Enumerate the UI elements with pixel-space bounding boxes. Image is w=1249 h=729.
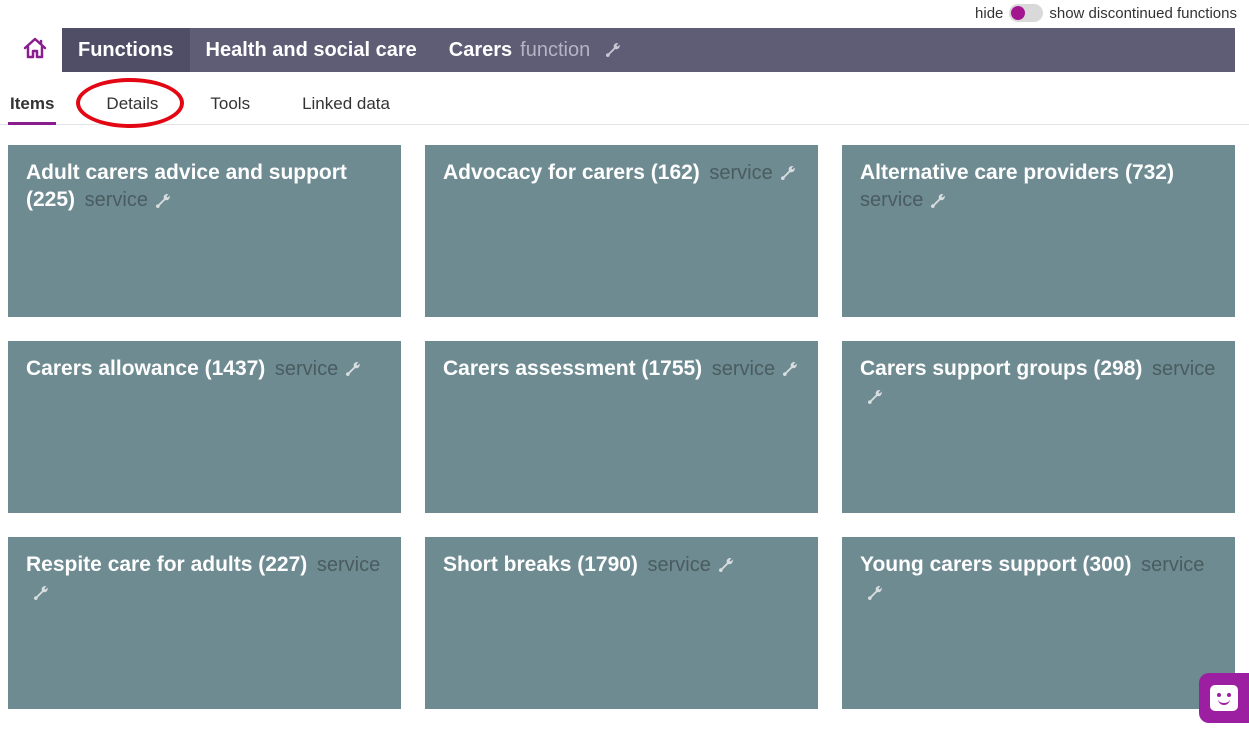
service-card[interactable]: Short breaks (1790) service <box>425 537 818 709</box>
discontinued-toggle-row: hide show discontinued functions <box>0 0 1249 28</box>
tab-items[interactable]: Items <box>8 90 56 124</box>
service-card[interactable]: Respite care for adults (227) service <box>8 537 401 709</box>
service-card[interactable]: Carers support groups (298) service <box>842 341 1235 513</box>
card-header: Carers allowance (1437) service <box>26 355 383 382</box>
wrench-icon[interactable] <box>779 164 797 182</box>
header-row: Functions Health and social care Carers … <box>0 28 1249 72</box>
card-header: Alternative care providers (732) service <box>860 159 1217 214</box>
wrench-icon[interactable] <box>717 556 735 574</box>
card-type-label: service <box>860 189 923 211</box>
cards-grid: Adult carers advice and support (225) se… <box>0 125 1249 729</box>
wrench-icon[interactable] <box>866 584 884 602</box>
card-count: (300) <box>1082 553 1131 576</box>
discontinued-toggle[interactable] <box>1009 4 1043 22</box>
card-type-label: service <box>311 554 380 576</box>
breadcrumb-current-label: Carers <box>449 39 512 62</box>
card-title: Carers support groups <box>860 357 1093 380</box>
wrench-icon[interactable] <box>866 388 884 406</box>
breadcrumb-current: Carers function <box>433 39 638 62</box>
card-count: (1790) <box>577 553 638 576</box>
card-type-label: service <box>642 554 711 576</box>
card-type-label: service <box>79 189 148 211</box>
card-count: (225) <box>26 188 75 211</box>
card-type-label: service <box>706 358 775 380</box>
card-count: (1437) <box>205 357 266 380</box>
card-title: Alternative care providers <box>860 161 1125 184</box>
breadcrumb-bar: Functions Health and social care Carers … <box>62 28 1235 72</box>
card-title: Carers allowance <box>26 357 205 380</box>
card-header: Young carers support (300) service <box>860 551 1217 606</box>
tab-tools[interactable]: Tools <box>208 90 252 124</box>
card-type-label: service <box>269 358 338 380</box>
wrench-icon[interactable] <box>344 360 362 378</box>
card-title: Short breaks <box>443 553 577 576</box>
wrench-icon[interactable] <box>781 360 799 378</box>
card-type-label: service <box>1136 554 1205 576</box>
card-header: Carers assessment (1755) service <box>443 355 800 382</box>
card-title: Advocacy for carers <box>443 161 651 184</box>
service-card[interactable]: Young carers support (300) service <box>842 537 1235 709</box>
toggle-right-label: show discontinued functions <box>1049 5 1237 22</box>
card-header: Carers support groups (298) service <box>860 355 1217 410</box>
breadcrumb-functions[interactable]: Functions <box>62 28 190 72</box>
service-card[interactable]: Carers assessment (1755) service <box>425 341 818 513</box>
wrench-icon[interactable] <box>32 584 50 602</box>
toggle-knob <box>1011 6 1025 20</box>
card-type-label: service <box>704 162 773 184</box>
card-title: Young carers support <box>860 553 1082 576</box>
service-card[interactable]: Adult carers advice and support (225) se… <box>8 145 401 317</box>
card-type-label: service <box>1146 358 1215 380</box>
card-count: (162) <box>651 161 700 184</box>
home-icon[interactable] <box>22 28 48 72</box>
tab-details[interactable]: Details <box>104 90 160 124</box>
card-count: (227) <box>258 553 307 576</box>
card-count: (732) <box>1125 161 1174 184</box>
card-title: Respite care for adults <box>26 553 258 576</box>
card-count: (1755) <box>641 357 702 380</box>
service-card[interactable]: Advocacy for carers (162) service <box>425 145 818 317</box>
card-header: Advocacy for carers (162) service <box>443 159 800 186</box>
chat-face-icon <box>1210 685 1238 711</box>
card-title: Carers assessment <box>443 357 641 380</box>
card-header: Adult carers advice and support (225) se… <box>26 159 383 214</box>
card-count: (298) <box>1093 357 1142 380</box>
toggle-left-label: hide <box>975 5 1003 22</box>
tab-linked-data[interactable]: Linked data <box>300 90 392 124</box>
breadcrumb-current-type: function <box>520 39 590 62</box>
wrench-icon[interactable] <box>929 192 947 210</box>
tabs-row: Items Details Tools Linked data <box>0 72 1249 125</box>
breadcrumb-health-social-care[interactable]: Health and social care <box>190 28 433 72</box>
service-card[interactable]: Alternative care providers (732) service <box>842 145 1235 317</box>
wrench-icon[interactable] <box>154 192 172 210</box>
card-header: Respite care for adults (227) service <box>26 551 383 606</box>
service-card[interactable]: Carers allowance (1437) service <box>8 341 401 513</box>
wrench-icon[interactable] <box>604 41 622 59</box>
card-title: Adult carers advice and support <box>26 161 347 184</box>
card-header: Short breaks (1790) service <box>443 551 800 578</box>
chat-widget[interactable] <box>1199 673 1249 723</box>
